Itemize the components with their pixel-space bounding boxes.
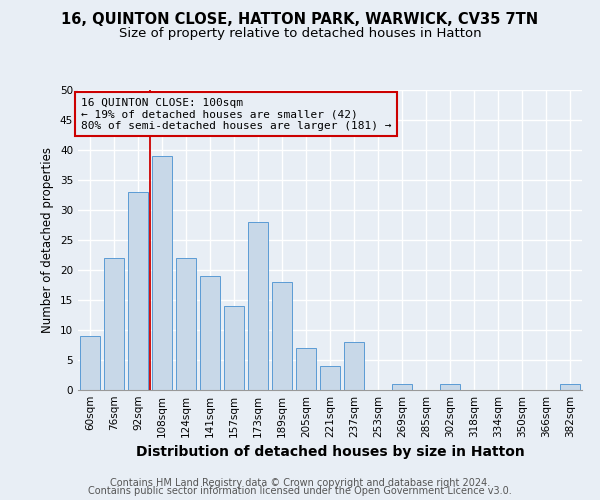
Bar — [248, 222, 268, 390]
Text: Contains public sector information licensed under the Open Government Licence v3: Contains public sector information licen… — [88, 486, 512, 496]
X-axis label: Distribution of detached houses by size in Hatton: Distribution of detached houses by size … — [136, 446, 524, 460]
Bar — [344, 342, 364, 390]
Bar — [296, 348, 316, 390]
Bar — [224, 306, 244, 390]
Bar — [80, 336, 100, 390]
Bar — [176, 258, 196, 390]
Text: 16 QUINTON CLOSE: 100sqm
← 19% of detached houses are smaller (42)
80% of semi-d: 16 QUINTON CLOSE: 100sqm ← 19% of detach… — [80, 98, 391, 130]
Bar — [272, 282, 292, 390]
Bar — [128, 192, 148, 390]
Text: 16, QUINTON CLOSE, HATTON PARK, WARWICK, CV35 7TN: 16, QUINTON CLOSE, HATTON PARK, WARWICK,… — [61, 12, 539, 28]
Bar — [440, 384, 460, 390]
Bar — [152, 156, 172, 390]
Bar — [392, 384, 412, 390]
Y-axis label: Number of detached properties: Number of detached properties — [41, 147, 55, 333]
Bar — [560, 384, 580, 390]
Bar — [320, 366, 340, 390]
Text: Contains HM Land Registry data © Crown copyright and database right 2024.: Contains HM Land Registry data © Crown c… — [110, 478, 490, 488]
Bar — [200, 276, 220, 390]
Bar — [104, 258, 124, 390]
Text: Size of property relative to detached houses in Hatton: Size of property relative to detached ho… — [119, 28, 481, 40]
